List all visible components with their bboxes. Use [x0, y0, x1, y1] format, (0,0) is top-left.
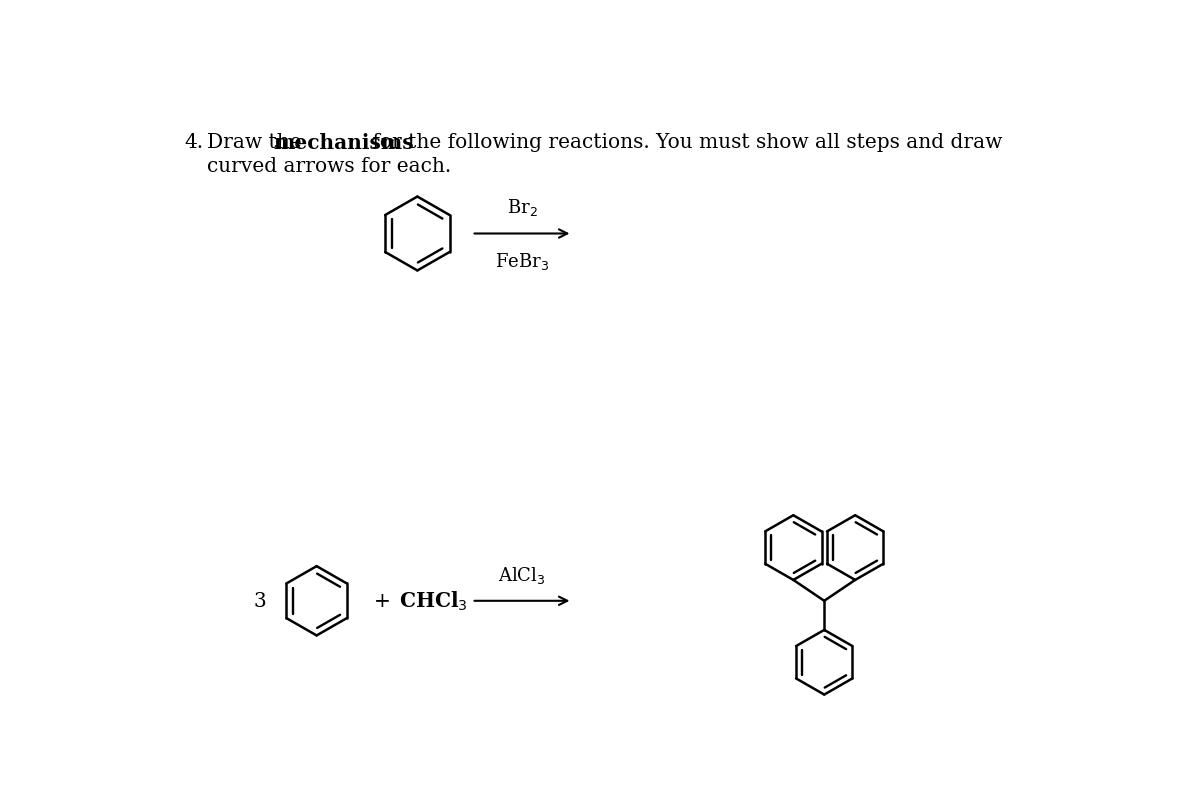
Text: FeBr$_3$: FeBr$_3$	[494, 251, 550, 272]
Text: +: +	[374, 591, 391, 611]
Text: curved arrows for each.: curved arrows for each.	[208, 157, 451, 176]
Text: 3: 3	[253, 591, 266, 611]
Text: mechanisms: mechanisms	[274, 133, 414, 152]
Text: AlCl$_3$: AlCl$_3$	[498, 564, 546, 586]
Text: 4.: 4.	[184, 133, 203, 152]
Text: Draw the: Draw the	[208, 133, 308, 152]
Text: CHCl$_3$: CHCl$_3$	[398, 590, 467, 612]
Text: for the following reactions. You must show all steps and draw: for the following reactions. You must sh…	[366, 133, 1003, 152]
Text: Br$_2$: Br$_2$	[506, 196, 538, 217]
